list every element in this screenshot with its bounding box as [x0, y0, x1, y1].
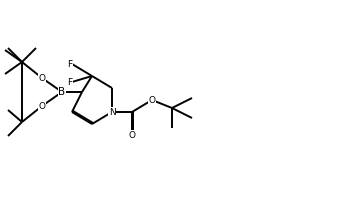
Text: O: O	[38, 73, 46, 82]
Text: F: F	[67, 77, 72, 86]
Text: O: O	[128, 130, 135, 139]
Text: O: O	[148, 95, 155, 104]
Text: B: B	[58, 87, 65, 97]
Text: O: O	[38, 101, 46, 110]
Text: F: F	[67, 59, 72, 68]
Text: N: N	[108, 108, 116, 117]
